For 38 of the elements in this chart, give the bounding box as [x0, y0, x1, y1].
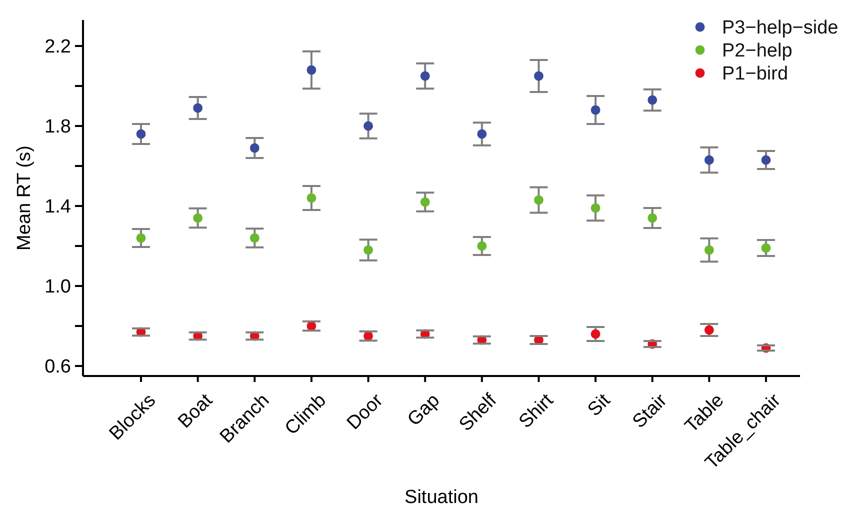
y-tick-label: 1.4: [44, 196, 72, 218]
y-axis-title: Mean RT (s): [14, 146, 35, 250]
point: [761, 155, 771, 165]
x-axis-title: Situation: [404, 487, 478, 508]
point: [590, 203, 600, 213]
point: [306, 193, 316, 203]
point: [534, 195, 544, 205]
y-tick-label: 2.2: [44, 36, 71, 58]
point: [477, 241, 487, 251]
legend-label: P1−bird: [722, 64, 788, 85]
point: [648, 213, 658, 223]
point: [704, 155, 714, 165]
y-tick-label: 1.8: [44, 116, 71, 138]
legend-label: P3−help−side: [722, 18, 838, 39]
point: [761, 243, 771, 253]
point: [193, 213, 203, 223]
y-tick-label: 1.0: [44, 276, 71, 298]
point: [136, 129, 146, 139]
point: [534, 71, 544, 81]
point: [420, 71, 430, 81]
y-tick-label: 0.6: [44, 356, 71, 378]
point: [704, 245, 714, 255]
point: [193, 103, 203, 113]
point: [590, 329, 600, 339]
point: [477, 129, 487, 139]
legend-label: P2−help: [722, 40, 792, 62]
x-tick-label: Sit: [584, 390, 615, 421]
point: [306, 65, 316, 75]
point: [704, 325, 714, 335]
point: [364, 245, 373, 255]
point: [250, 233, 260, 243]
point: [250, 143, 260, 153]
point: [136, 233, 146, 243]
point: [590, 105, 600, 115]
point: [648, 95, 658, 105]
point: [420, 197, 430, 207]
x-tick-label: Gap: [404, 390, 444, 430]
point: [364, 121, 373, 131]
